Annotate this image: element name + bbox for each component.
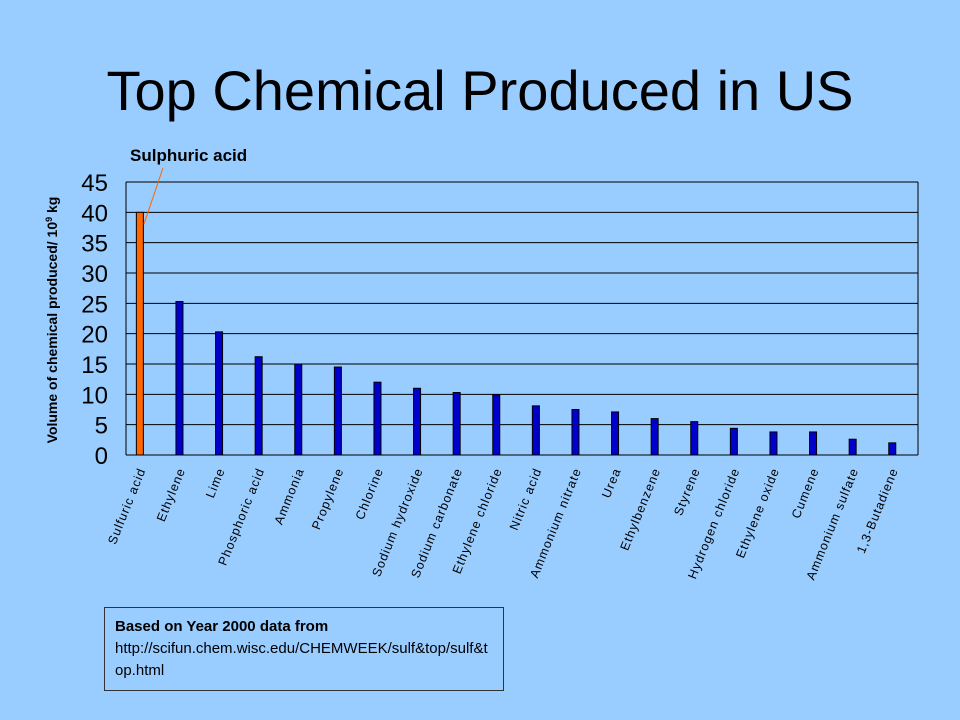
x-tick-label: Propylene [309,466,346,532]
y-tick-label: 45 [81,170,108,197]
y-tick-labels: 0 5 10 15 20 25 30 35 40 45 [81,170,108,470]
source-url: http://scifun.chem.wisc.edu/CHEMWEEK/sul… [115,640,488,679]
bar [254,356,263,456]
y-axis-label: Volume of chemical produced/ 109 kg [44,197,60,444]
bar [373,381,382,456]
bar [175,301,184,456]
gridlines [125,181,919,456]
y-tick-label: 5 [95,413,108,440]
x-tick-label: Styrene [671,466,703,518]
y-tick-label: 30 [81,261,108,288]
bar [729,427,738,456]
bar [690,421,699,456]
bar [611,411,620,456]
bar [413,387,422,456]
x-tick-label: Urea [599,466,624,500]
source-note: Based on Year 2000 data from http://scif… [104,607,504,691]
callout-label: Sulphuric acid [130,146,248,165]
bar [888,442,897,456]
bar [809,431,818,456]
bar [650,418,659,456]
source-heading: Based on Year 2000 data from [115,618,329,635]
slide-title: Top Chemical Produced in US [106,59,854,122]
bar [492,394,501,456]
bar [135,211,144,456]
y-tick-label: 15 [81,352,108,379]
y-tick-label: 20 [81,322,108,349]
x-tick-label: Lime [203,466,228,500]
y-tick-label: 25 [81,291,108,318]
y-tick-label: 40 [81,200,108,227]
x-tick-label: Cumene [789,466,822,521]
y-axis-label-unit: kg [44,197,60,217]
bar [769,431,778,456]
bar [215,331,224,456]
y-tick-label: 0 [95,443,108,470]
y-axis-label-exponent: 9 [44,217,54,222]
bar [333,366,342,456]
bar [848,438,857,456]
bar [531,405,540,456]
x-tick-label: Chlorine [353,466,386,522]
bar [452,392,461,456]
y-tick-label: 10 [81,382,108,409]
x-tick-label: Ethylene [154,466,188,524]
bar [294,363,303,456]
x-tick-label: Ethylbenzene [618,466,664,553]
callout-line [143,167,164,225]
x-tick-label: Sulfuric acid [105,466,148,546]
x-tick-label: Nitric acid [507,466,545,532]
y-axis-label-main: Volume of chemical produced/ 10 [44,222,60,444]
bar [571,409,580,456]
x-tick-label: Ammonia [272,466,307,527]
y-tick-label: 35 [81,231,108,258]
x-tick-label: Ethylene oxide [733,466,782,560]
x-tick-label: 1,3-Butadiene [854,466,901,555]
bars [135,211,897,456]
